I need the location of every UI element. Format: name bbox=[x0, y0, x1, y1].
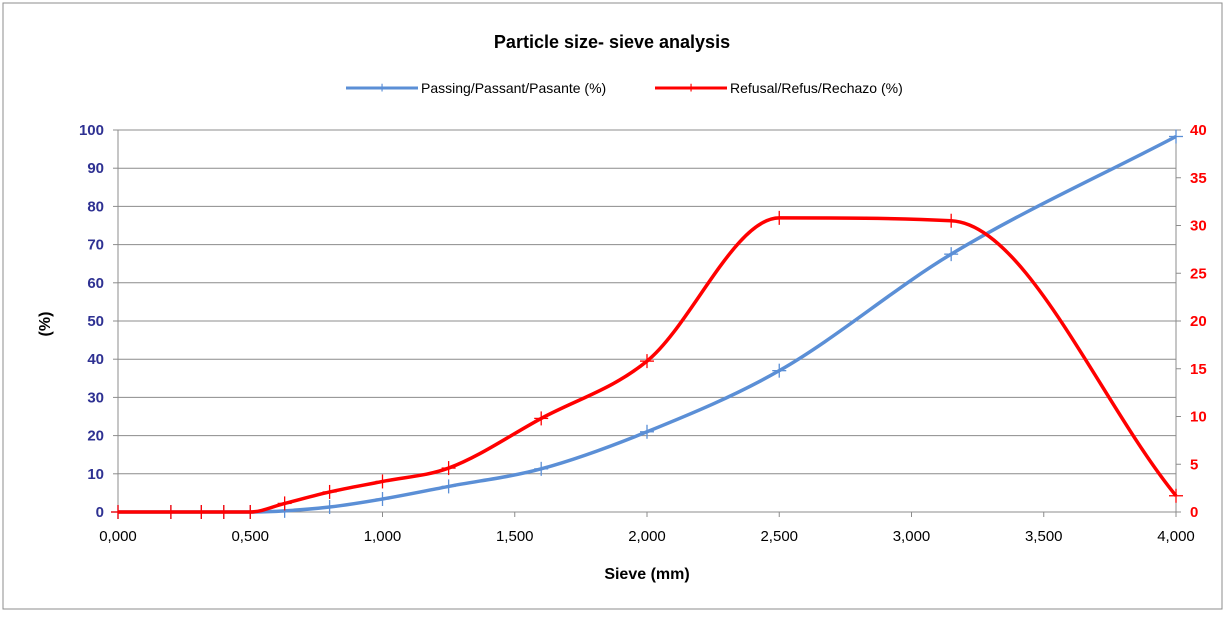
x-axis-tick-label: 1,500 bbox=[496, 528, 534, 545]
data-point-refusal bbox=[277, 496, 292, 511]
right-axis-tick-label: 15 bbox=[1190, 361, 1207, 378]
chart-title: Particle size- sieve analysis bbox=[494, 32, 730, 52]
x-axis-tick-label: 0,000 bbox=[99, 528, 137, 545]
legend-item-refusal: + Refusal/Refus/Rechazo (%) bbox=[655, 80, 903, 97]
x-axis-tick-label: 3,500 bbox=[1025, 528, 1063, 545]
legend-item-passing: + Passing/Passant/Pasante (%) bbox=[346, 80, 606, 97]
data-point-passing bbox=[534, 461, 549, 476]
axes bbox=[113, 129, 1181, 517]
x-axis-tick-label: 3,000 bbox=[893, 528, 931, 545]
data-point-refusal bbox=[1169, 488, 1183, 503]
series bbox=[111, 129, 1183, 519]
x-axis-tick-label: 0,500 bbox=[231, 528, 269, 545]
data-point-refusal bbox=[111, 505, 125, 519]
data-point-passing bbox=[1169, 129, 1183, 144]
data-point-refusal bbox=[322, 484, 337, 499]
legend-label-passing: Passing/Passant/Pasante (%) bbox=[421, 80, 606, 96]
x-axis-tick-label: 2,000 bbox=[628, 528, 666, 545]
data-point-passing bbox=[944, 247, 959, 262]
tick-labels: 0 10 20 30 40 50 60 70 80 90 100 0 5 10 15 20 25 30 35 40 0,… bbox=[79, 122, 1207, 545]
data-point-refusal bbox=[534, 411, 549, 426]
data-point-refusal bbox=[640, 354, 654, 369]
left-axis-tick-label: 70 bbox=[87, 237, 104, 254]
data-point-passing bbox=[322, 500, 337, 515]
left-axis-tick-label: 100 bbox=[79, 122, 104, 139]
x-axis-tick-label: 2,500 bbox=[760, 528, 798, 545]
left-axis-tick-label: 20 bbox=[87, 428, 104, 445]
left-axis-tick-label: 60 bbox=[87, 275, 104, 292]
data-point-refusal bbox=[194, 505, 209, 519]
right-axis-tick-label: 10 bbox=[1190, 409, 1207, 426]
left-axis-tick-label: 10 bbox=[87, 466, 104, 483]
legend-label-refusal: Refusal/Refus/Rechazo (%) bbox=[730, 80, 903, 96]
data-point-refusal bbox=[944, 213, 959, 228]
x-axis-title: Sieve (mm) bbox=[604, 566, 689, 583]
data-point-refusal bbox=[243, 505, 258, 519]
left-axis-tick-label: 80 bbox=[87, 198, 104, 215]
right-axis-tick-label: 20 bbox=[1190, 313, 1207, 330]
data-point-passing bbox=[441, 479, 456, 494]
legend-marker-refusal: + bbox=[686, 80, 695, 97]
right-axis-tick-label: 25 bbox=[1190, 265, 1207, 282]
data-point-refusal bbox=[163, 505, 178, 519]
left-axis-tick-label: 0 bbox=[96, 504, 104, 521]
right-axis-tick-label: 0 bbox=[1190, 504, 1198, 521]
data-point-passing bbox=[640, 424, 654, 439]
right-axis-tick-label: 5 bbox=[1190, 456, 1198, 473]
data-point-refusal bbox=[216, 505, 231, 519]
left-axis-tick-label: 50 bbox=[87, 313, 104, 330]
right-axis-tick-label: 30 bbox=[1190, 218, 1207, 235]
data-point-passing bbox=[772, 363, 787, 378]
data-point-refusal bbox=[375, 474, 390, 489]
x-axis-tick-label: 4,000 bbox=[1157, 528, 1195, 545]
right-axis-tick-label: 40 bbox=[1190, 122, 1207, 139]
data-point-refusal bbox=[772, 210, 787, 225]
x-axis-tick-label: 1,000 bbox=[364, 528, 402, 545]
left-axis-tick-label: 90 bbox=[87, 160, 104, 177]
data-point-passing bbox=[375, 492, 390, 507]
left-axis-tick-label: 40 bbox=[87, 351, 104, 368]
data-point-refusal bbox=[441, 461, 456, 476]
legend-marker-passing: + bbox=[377, 80, 386, 97]
right-axis-tick-label: 35 bbox=[1190, 170, 1207, 187]
y-axis-title: (%) bbox=[37, 312, 54, 337]
left-axis-tick-label: 30 bbox=[87, 389, 104, 406]
legend: + Passing/Passant/Pasante (%) + Refusal/… bbox=[346, 80, 903, 97]
